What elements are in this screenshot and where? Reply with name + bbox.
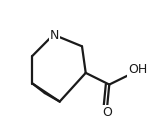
Text: O: O: [102, 106, 112, 119]
Text: N: N: [50, 29, 59, 42]
Text: OH: OH: [128, 63, 147, 76]
